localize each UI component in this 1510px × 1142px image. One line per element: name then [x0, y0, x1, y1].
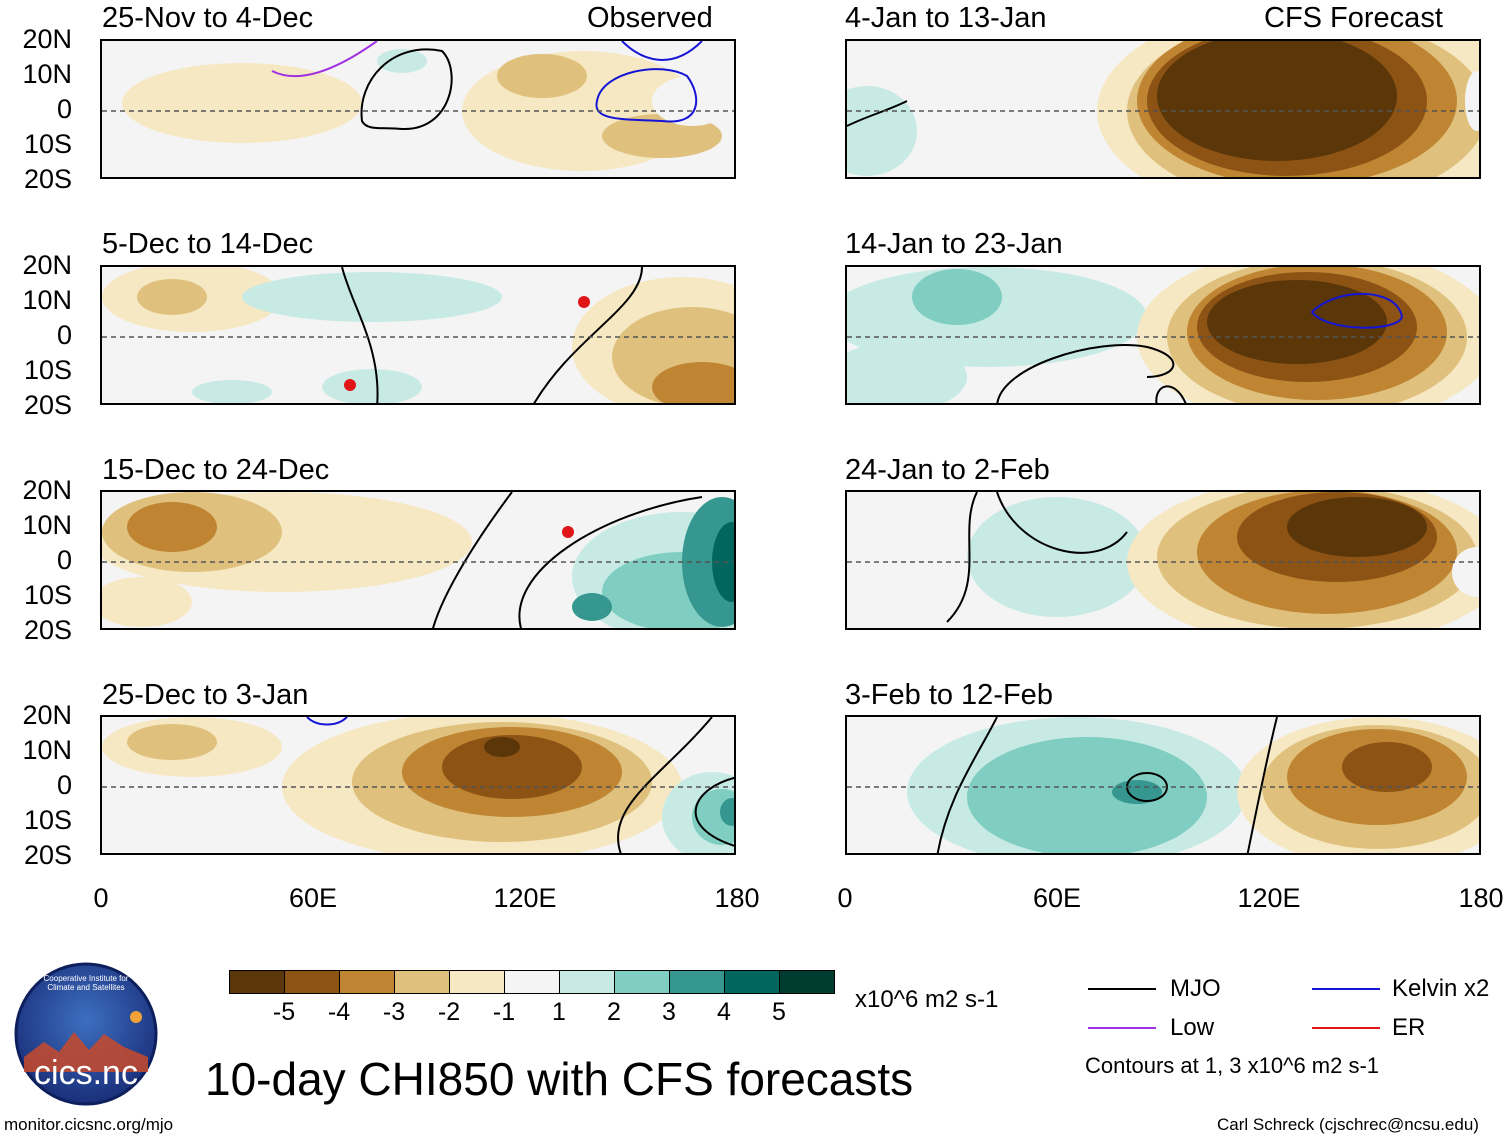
lat-tick-label: 0: [56, 320, 72, 350]
lat-tick-label: 10N: [22, 735, 72, 765]
lat-tick-label: 0: [56, 545, 72, 575]
panel-title: 3-Feb to 12-Feb: [845, 679, 1053, 711]
map-panel: [845, 39, 1481, 179]
lon-tick-label: 60E: [1032, 883, 1082, 913]
lat-tick-label: 10S: [23, 805, 72, 835]
map-panel: [100, 265, 736, 405]
colorbar-swatch: [724, 970, 780, 994]
anomaly-map: [102, 41, 734, 171]
low-line: [1088, 1027, 1156, 1029]
footer-author: Carl Schreck (cjschrec@ncsu.edu): [1217, 1115, 1479, 1134]
colorbar-swatch: [614, 970, 670, 994]
lat-tick-label: 20S: [23, 840, 72, 870]
lat-tick-label: 0: [56, 770, 72, 800]
colorbar-tick-label: -4: [327, 998, 351, 1026]
lon-tick-label: 180: [1458, 883, 1504, 913]
anomaly-map: [847, 492, 1479, 628]
mjo-line: [1088, 988, 1156, 990]
logo-icon: [14, 962, 158, 1106]
colorbar-tick-label: 1: [552, 998, 566, 1026]
er-line: [1312, 1027, 1380, 1029]
anomaly-map: [102, 717, 734, 853]
colorbar-tick-label: 3: [662, 998, 676, 1026]
panel-title: 4-Jan to 13-Jan: [845, 2, 1047, 34]
map-panel: [100, 715, 736, 855]
colorbar-swatch: [449, 970, 505, 994]
colorbar-swatch: [779, 970, 835, 994]
colorbar-tick-label: -3: [382, 998, 406, 1026]
colorbar-tick-label: 2: [607, 998, 621, 1026]
lat-tick-label: 20N: [22, 24, 72, 54]
lat-tick-label: 20N: [22, 700, 72, 730]
lat-tick-label: 10N: [22, 510, 72, 540]
lat-tick-label: 10N: [22, 59, 72, 89]
lon-tick-label: 180: [714, 883, 760, 913]
map-panel: [100, 39, 736, 179]
observed-label: Observed: [587, 2, 713, 34]
forecast-label: CFS Forecast: [1264, 2, 1443, 34]
colorbar-tick-label: -2: [437, 998, 461, 1026]
lat-tick-label: 10S: [23, 355, 72, 385]
colorbar-tick-label: 4: [717, 998, 731, 1026]
lon-tick-label: 60E: [288, 883, 338, 913]
map-panel: [845, 490, 1481, 630]
lon-tick-label: 120E: [493, 883, 557, 913]
anomaly-map: [847, 41, 1479, 177]
lat-tick-label: 20S: [23, 615, 72, 645]
panel-title: 25-Nov to 4-Dec: [102, 2, 314, 34]
colorbar-swatch: [394, 970, 450, 994]
legend-kelvin: Kelvin x2: [1392, 975, 1490, 1002]
panel-title: 5-Dec to 14-Dec: [102, 228, 314, 260]
legend-mjo: MJO: [1170, 975, 1221, 1002]
lon-tick-label: 0: [837, 883, 853, 913]
lon-tick-label: 0: [93, 883, 109, 913]
lat-tick-label: 20S: [23, 164, 72, 194]
footer-url: monitor.cicsnc.org/mjo: [4, 1115, 174, 1134]
units-label: x10^6 m2 s-1: [855, 986, 999, 1013]
logo-ring-text: Cooperative Institute for Climate and Sa…: [43, 974, 129, 992]
colorbar-tick-label: 5: [772, 998, 786, 1026]
lon-tick-label: 120E: [1237, 883, 1301, 913]
kelvin-line: [1312, 988, 1380, 990]
er-marker: [578, 296, 590, 308]
cics-logo: cics.nc Cooperative Institute for Climat…: [14, 962, 158, 1106]
lat-tick-label: 10N: [22, 285, 72, 315]
er-marker: [344, 379, 356, 391]
panel-title: 25-Dec to 3-Jan: [102, 679, 309, 711]
map-panel: [845, 715, 1481, 855]
colorbar-swatch: [229, 970, 285, 994]
colorbar-swatch: [339, 970, 395, 994]
colorbar-tick-label: -1: [492, 998, 516, 1026]
legend-low: Low: [1170, 1014, 1215, 1041]
anomaly-map: [102, 267, 734, 403]
panel-title: 14-Jan to 23-Jan: [845, 228, 1063, 260]
colorbar-tick-label: -5: [272, 998, 296, 1026]
lat-tick-label: 20N: [22, 475, 72, 505]
anomaly-map: [847, 717, 1479, 853]
map-panel: [100, 490, 736, 630]
lat-tick-label: 10S: [23, 129, 72, 159]
main-title: 10-day CHI850 with CFS forecasts: [205, 1053, 914, 1105]
lat-tick-label: 20S: [23, 390, 72, 420]
lat-tick-label: 20N: [22, 250, 72, 280]
anomaly-map: [102, 492, 734, 628]
anomaly-map: [847, 267, 1479, 403]
map-panel: [845, 265, 1481, 405]
legend-er: ER: [1392, 1014, 1426, 1041]
colorbar-swatch: [559, 970, 615, 994]
panel-title: 24-Jan to 2-Feb: [845, 454, 1050, 486]
contours-note: Contours at 1, 3 x10^6 m2 s-1: [1085, 1053, 1380, 1078]
panel-title: 15-Dec to 24-Dec: [102, 454, 330, 486]
colorbar-swatch: [669, 970, 725, 994]
logo-text: cics.nc: [34, 1054, 138, 1092]
lat-tick-label: 0: [56, 94, 72, 124]
lat-tick-label: 10S: [23, 580, 72, 610]
colorbar-swatch: [284, 970, 340, 994]
colorbar-swatch: [504, 970, 560, 994]
er-marker: [562, 526, 574, 538]
